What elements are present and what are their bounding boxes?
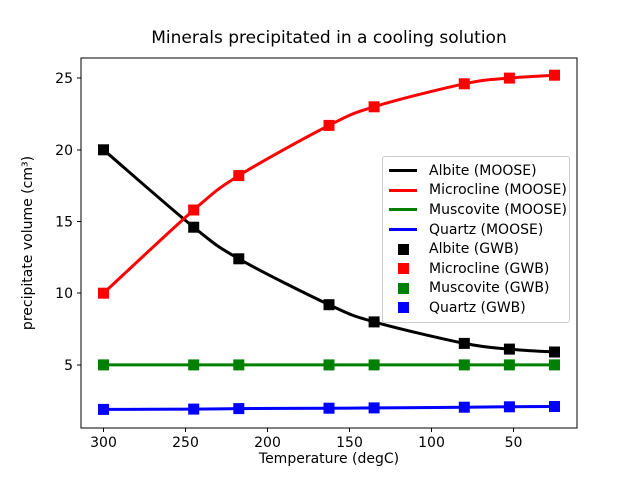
marker-square <box>549 346 560 358</box>
legend: Albite (MOOSE) Microcline (MOOSE) Muscovit… <box>382 156 570 323</box>
line-sample <box>389 228 417 232</box>
marker-square <box>368 101 380 113</box>
line-sample <box>389 208 417 212</box>
markers-microcline-gwb <box>98 69 560 299</box>
line-sample <box>389 188 417 192</box>
y-tick-label: 25 <box>55 71 73 87</box>
y-tick-label: 5 <box>64 358 73 374</box>
square-sample <box>397 282 409 294</box>
square-sample <box>397 263 409 275</box>
marker-square <box>98 144 109 156</box>
legend-label: Albite (MOOSE) <box>429 162 537 179</box>
y-tick-label: 20 <box>55 143 73 159</box>
marker-square <box>503 343 515 355</box>
legend-marker-swatch <box>389 263 417 275</box>
legend-label: Microcline (MOOSE) <box>429 182 567 199</box>
marker-square <box>503 401 515 413</box>
legend-marker-swatch <box>389 302 417 314</box>
y-tick-label: 10 <box>55 286 73 302</box>
x-tick-label: 200 <box>254 435 281 451</box>
marker-square <box>188 221 200 233</box>
marker-square <box>233 170 245 182</box>
marker-square <box>323 299 335 311</box>
marker-square <box>458 78 470 90</box>
marker-square <box>549 359 560 371</box>
x-tick-label: 150 <box>336 435 363 451</box>
legend-label: Quartz (MOOSE) <box>429 221 544 238</box>
x-tick-label: 100 <box>418 435 445 451</box>
marker-square <box>188 204 200 216</box>
marker-square <box>368 359 380 371</box>
legend-label: Albite (GWB) <box>429 241 520 258</box>
square-sample <box>397 243 409 255</box>
marker-square <box>503 359 515 371</box>
legend-label: Microcline (GWB) <box>429 260 550 277</box>
x-tick-label: 300 <box>90 435 117 451</box>
markers-muscovite-gwb <box>98 359 560 371</box>
marker-square <box>188 359 200 371</box>
x-tick-label: 50 <box>505 435 523 451</box>
marker-square <box>458 337 470 349</box>
legend-marker-swatch <box>389 243 417 255</box>
legend-label: Quartz (GWB) <box>429 299 526 316</box>
marker-square <box>323 402 335 414</box>
y-tick-label: 15 <box>55 215 73 231</box>
legend-line-swatch <box>389 208 417 212</box>
marker-square <box>323 359 335 371</box>
marker-square <box>458 401 470 413</box>
y-axis-label: precipitate volume (cm³) <box>20 155 36 331</box>
marker-square <box>98 359 109 371</box>
legend-line-swatch <box>389 188 417 192</box>
marker-square <box>503 72 515 84</box>
marker-square <box>233 403 245 415</box>
legend-marker-swatch <box>389 282 417 294</box>
square-sample <box>397 302 409 314</box>
markers-quartz-gwb <box>98 401 560 415</box>
x-axis-label: Temperature (degC) <box>258 451 400 467</box>
marker-square <box>233 253 245 265</box>
markers-albite-gwb <box>98 144 560 358</box>
x-tick-label: 250 <box>172 435 199 451</box>
legend-item-microcline-gwb: Microcline (GWB) <box>383 259 569 279</box>
marker-square <box>368 316 380 328</box>
legend-label: Muscovite (GWB) <box>429 280 550 297</box>
marker-square <box>458 359 470 371</box>
legend-label: Muscovite (MOOSE) <box>429 201 568 218</box>
marker-square <box>233 359 245 371</box>
legend-item-muscovite-moose: Muscovite (MOOSE) <box>383 200 569 220</box>
legend-item-quartz-gwb: Quartz (GWB) <box>383 298 569 318</box>
legend-item-microcline-moose: Microcline (MOOSE) <box>383 181 569 201</box>
chart-title: Minerals precipitated in a cooling solut… <box>151 28 507 48</box>
plot-border <box>80 57 578 429</box>
marker-square <box>188 403 200 415</box>
marker-square <box>549 401 560 412</box>
marker-square <box>368 402 380 414</box>
line-sample <box>389 169 417 173</box>
legend-line-swatch <box>389 228 417 232</box>
marker-square <box>98 287 109 299</box>
legend-item-albite-moose: Albite (MOOSE) <box>383 161 569 181</box>
legend-item-muscovite-gwb: Muscovite (GWB) <box>383 279 569 299</box>
legend-item-quartz-moose: Quartz (MOOSE) <box>383 220 569 240</box>
marker-square <box>549 69 560 81</box>
marker-square <box>98 403 109 415</box>
marker-square <box>323 119 335 131</box>
legend-item-albite-gwb: Albite (GWB) <box>383 239 569 259</box>
legend-line-swatch <box>389 169 417 173</box>
